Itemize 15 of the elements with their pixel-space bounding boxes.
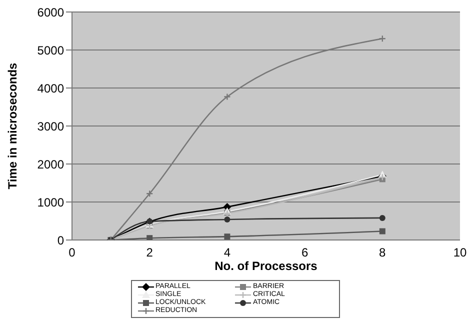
y-tick-label: 3000 (37, 119, 64, 134)
x-tick-label: 6 (301, 246, 308, 260)
x-tick-label: 8 (379, 246, 386, 260)
y-tick-label: 0 (57, 233, 64, 248)
x-tick-label: 4 (224, 246, 231, 260)
y-tick-label: 4000 (37, 81, 64, 96)
y-tick-label: 5000 (37, 43, 64, 58)
x-tick-label: 10 (453, 246, 467, 260)
x-axis-title: No. of Processors (214, 259, 318, 273)
x-tick-label: 0 (68, 246, 76, 260)
y-tick-label: 6000 (37, 5, 64, 20)
y-axis-title: Time in microseconds (5, 62, 20, 190)
x-tick-label: 2 (146, 246, 154, 260)
y-tick-label: 2000 (37, 157, 64, 172)
y-tick-label: 1000 (37, 195, 64, 210)
